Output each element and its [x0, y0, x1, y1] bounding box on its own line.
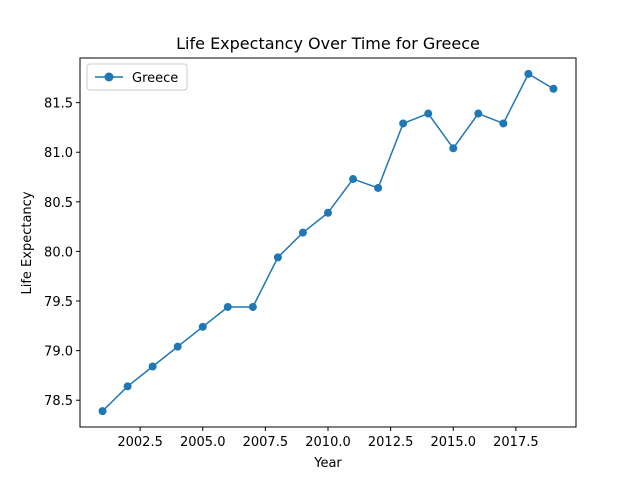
y-tick-label: 79.5 — [44, 295, 73, 310]
data-point — [248, 302, 257, 311]
y-tick-label: 81.0 — [44, 146, 73, 161]
x-tick-label: 2005.0 — [180, 435, 226, 450]
legend-entry-greece: Greece — [132, 71, 178, 86]
y-axis-label: Life Expectancy — [20, 191, 35, 294]
x-tick-label: 2002.5 — [117, 435, 163, 450]
y-tick-label: 79.0 — [44, 345, 73, 360]
x-tick-label: 2007.5 — [243, 435, 289, 450]
data-point — [449, 144, 458, 153]
x-axis: 2002.5 2005.0 2007.5 2010.0 2012.5 2015.0 2017… — [117, 427, 539, 450]
data-point — [98, 407, 107, 416]
chart-title: Life Expectancy Over Time for Greece — [176, 34, 480, 53]
data-point — [298, 228, 307, 237]
data-point — [173, 342, 182, 351]
y-axis: 78.5 79.0 79.5 80.0 80.5 81.0 81.5 — [44, 97, 80, 409]
data-point — [198, 322, 207, 331]
data-point — [349, 175, 358, 184]
legend-box — [86, 63, 188, 91]
y-tick-label: 80.0 — [44, 245, 73, 260]
x-tick-label: 2015.0 — [431, 435, 477, 450]
data-point — [148, 362, 157, 371]
data-point — [374, 183, 383, 192]
data-point — [524, 69, 533, 78]
x-tick-label: 2010.0 — [305, 435, 351, 450]
plot-frame — [79, 57, 577, 428]
data-point — [273, 253, 282, 262]
y-tick-label: 80.5 — [44, 196, 73, 211]
data-point — [549, 84, 558, 93]
data-point — [399, 119, 408, 128]
data-point — [424, 109, 433, 118]
data-point — [474, 109, 483, 118]
y-tick-label: 81.5 — [44, 97, 73, 112]
legend: Greece — [86, 63, 188, 91]
legend-marker — [104, 72, 114, 82]
x-tick-label: 2017.5 — [493, 435, 539, 450]
series-line-greece — [102, 73, 554, 412]
data-point — [499, 119, 508, 128]
y-tick-label: 78.5 — [44, 394, 73, 409]
data-point — [324, 208, 332, 217]
data-point — [223, 302, 232, 311]
x-tick-label: 2012.5 — [368, 435, 414, 450]
plot-area — [98, 69, 558, 416]
data-point — [123, 382, 132, 391]
x-axis-label: Year — [313, 456, 342, 471]
